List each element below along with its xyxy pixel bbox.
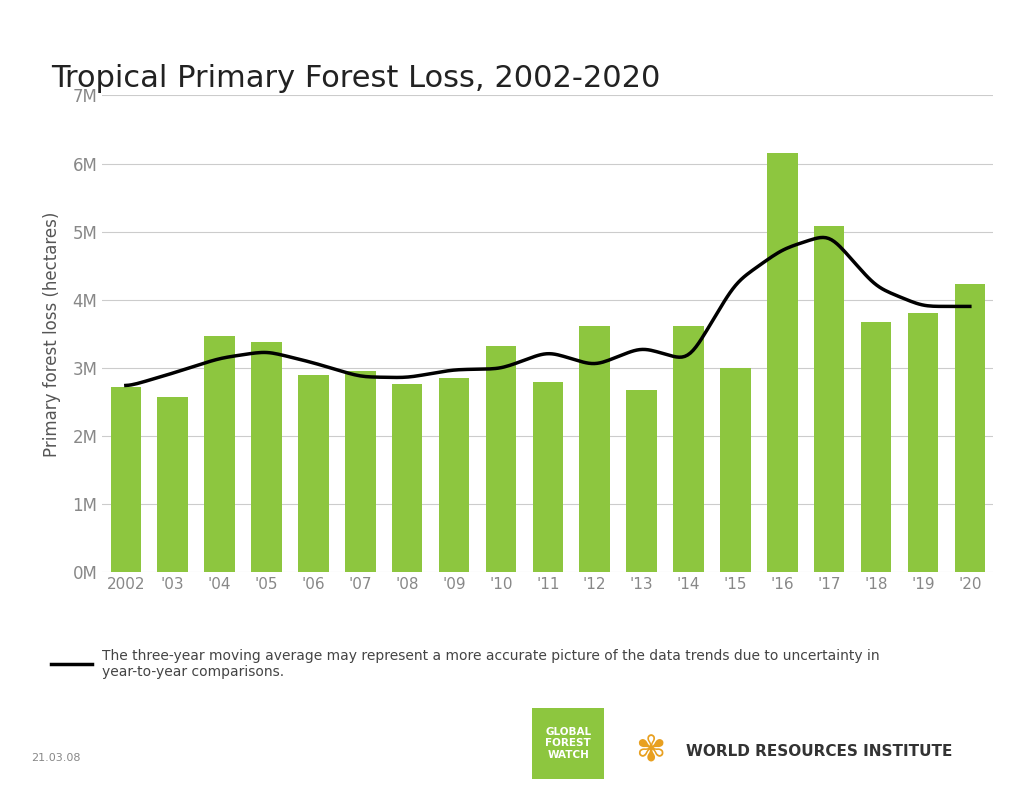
Text: ✾: ✾	[635, 735, 666, 768]
Text: 21.03.08: 21.03.08	[31, 753, 80, 763]
Bar	[345, 370, 376, 572]
Text: GLOBAL
FOREST
WATCH: GLOBAL FOREST WATCH	[545, 727, 592, 760]
Bar	[532, 382, 563, 572]
Bar	[580, 326, 610, 572]
Bar	[861, 322, 891, 572]
Bar	[673, 326, 703, 572]
Bar	[907, 313, 938, 572]
Bar	[954, 284, 985, 572]
Text: The three-year moving average may represent a more accurate picture of the data : The three-year moving average may repres…	[102, 649, 880, 679]
Bar	[485, 346, 516, 572]
Text: WORLD RESOURCES INSTITUTE: WORLD RESOURCES INSTITUTE	[686, 744, 952, 758]
Y-axis label: Primary forest loss (hectares): Primary forest loss (hectares)	[43, 211, 61, 456]
Bar	[720, 368, 751, 572]
Text: Tropical Primary Forest Loss, 2002-2020: Tropical Primary Forest Loss, 2002-2020	[51, 64, 660, 92]
Bar	[814, 227, 845, 572]
Bar	[767, 153, 798, 572]
Bar	[627, 390, 656, 572]
Bar	[298, 375, 329, 572]
Bar	[111, 387, 141, 572]
Bar	[205, 336, 234, 572]
Bar	[158, 397, 188, 572]
Bar	[251, 342, 282, 572]
Bar	[392, 384, 423, 572]
Bar	[439, 378, 469, 572]
